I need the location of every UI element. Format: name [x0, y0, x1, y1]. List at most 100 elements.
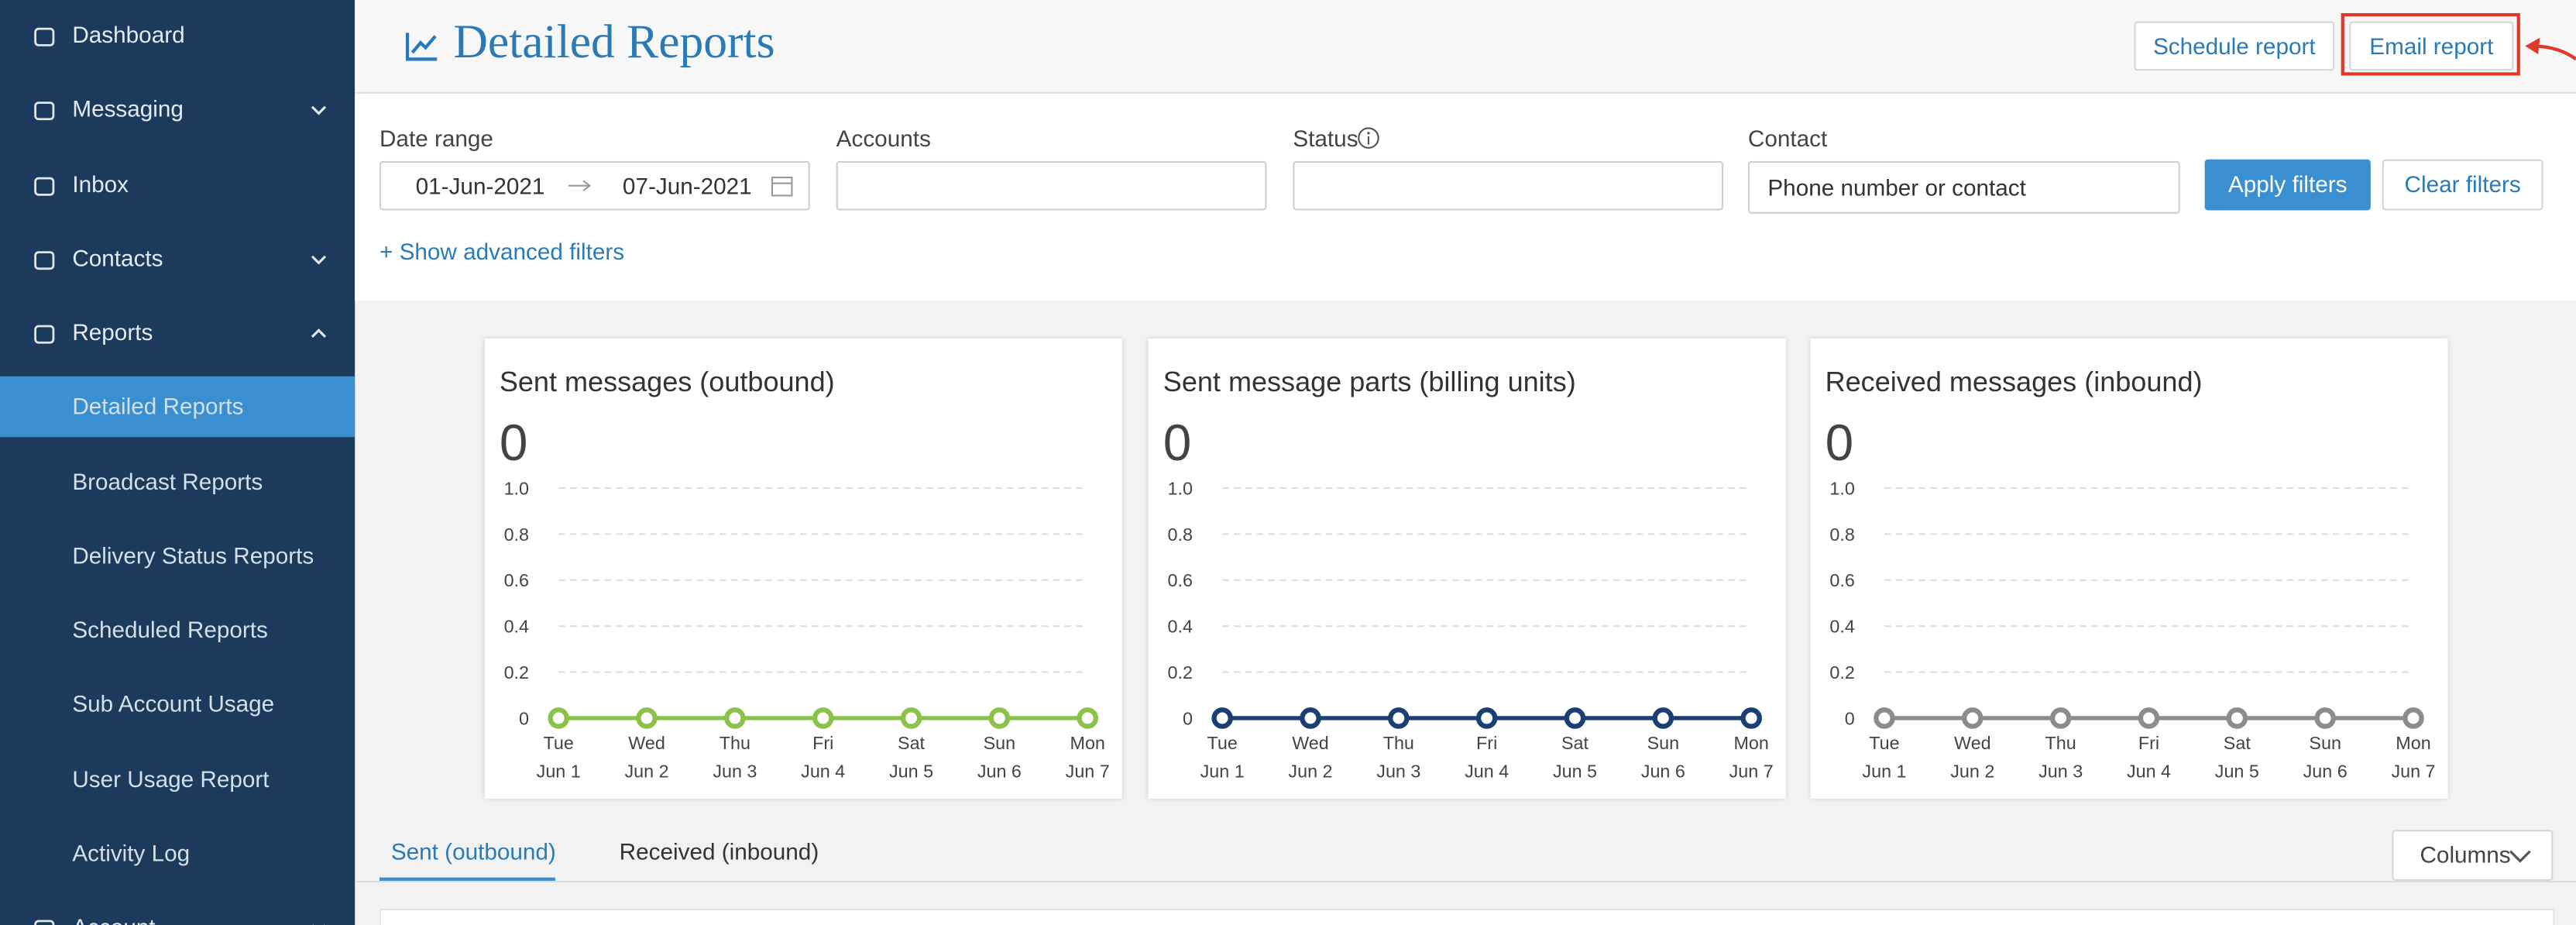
nav-icon: [34, 919, 55, 925]
x-tick-label: Thu: [720, 733, 750, 753]
data-point: [1388, 707, 1410, 729]
tab[interactable]: Sent (outbound): [390, 837, 556, 865]
x-tick-label: Jun 1: [537, 761, 581, 781]
y-tick-label: 0.6: [504, 570, 529, 590]
nav-item[interactable]: User Usage Report: [0, 748, 355, 809]
nav-item[interactable]: Account: [0, 896, 355, 925]
x-tick-label: Jun 6: [2303, 761, 2348, 781]
columns-button[interactable]: Columns: [2392, 830, 2554, 881]
apply-filters-button[interactable]: Apply filters: [2204, 159, 2371, 211]
annotation-arrow: [2525, 37, 2576, 61]
table-card: [379, 909, 2555, 925]
nav-label: Scheduled Reports: [72, 615, 268, 642]
y-tick-label: 0.2: [1829, 662, 1854, 683]
y-tick-label: 0.8: [504, 524, 529, 545]
nav-item[interactable]: Scheduled Reports: [0, 599, 355, 659]
chart-title: Received messages (inbound): [1826, 366, 2203, 397]
nav-label: Detailed Reports: [72, 391, 244, 418]
data-point: [2138, 707, 2160, 729]
data-point: [2314, 707, 2336, 729]
page-title: Detailed Reports: [453, 16, 775, 70]
y-tick-label: 0.4: [504, 617, 529, 637]
date-start: 01-Jun-2021: [415, 172, 545, 199]
contact-input[interactable]: Phone number or contact: [1747, 160, 2180, 214]
data-point: [2049, 707, 2072, 729]
nav-item[interactable]: Activity Log: [0, 823, 355, 883]
x-tick-label: Jun 7: [2391, 761, 2435, 781]
nav-item[interactable]: Delivery Status Reports: [0, 525, 355, 586]
clear-filters-button[interactable]: Clear filters: [2382, 159, 2543, 211]
x-tick-label: Sat: [1561, 733, 1589, 753]
schedule-report-button[interactable]: Schedule report: [2134, 21, 2335, 71]
nav-icon: [34, 250, 55, 270]
nav-item[interactable]: Dashboard: [0, 4, 355, 64]
nav-item[interactable]: Reports: [0, 301, 355, 362]
button-label: Columns: [2420, 841, 2511, 868]
nav-item[interactable]: Broadcast Reports: [0, 451, 355, 511]
data-point: [900, 707, 922, 729]
x-tick-label: Sun: [1647, 733, 1680, 753]
nav-label: Delivery Status Reports: [72, 541, 314, 568]
data-point: [1475, 707, 1498, 729]
data-point: [1077, 707, 1099, 729]
x-tick-label: Wed: [1954, 733, 1991, 753]
nav-item[interactable]: Messaging: [0, 78, 355, 139]
nav-label: User Usage Report: [72, 765, 270, 792]
data-point: [636, 707, 658, 729]
data-point: [2403, 707, 2424, 729]
nav-item[interactable]: Contacts: [0, 228, 355, 288]
sidebar: Dashboard Messaging Inbox Contacts Reports De…: [0, 0, 355, 925]
tab-underline: [379, 877, 555, 881]
x-tick-label: Tue: [544, 733, 574, 753]
nav-label: Activity Log: [72, 838, 191, 865]
filter-label: Status: [1293, 125, 1358, 152]
chart-title: Sent messages (outbound): [500, 366, 835, 397]
nav-item[interactable]: Sub Account Usage: [0, 673, 355, 734]
x-tick-label: Jun 4: [2127, 761, 2171, 781]
chevron-icon: [311, 328, 327, 337]
y-tick-label: 0.8: [1829, 524, 1854, 545]
y-tick-label: 0: [519, 708, 529, 728]
chevron: [311, 328, 327, 337]
tab[interactable]: Received (inbound): [619, 837, 819, 865]
data-point: [812, 707, 834, 729]
chart: Sent message parts (billing units) 0 0 0.2 0…: [1163, 366, 1774, 781]
tab-divider: [355, 880, 2576, 883]
x-tick-label: Fri: [1476, 733, 1497, 753]
nav-label: Contacts: [72, 243, 163, 270]
accounts-input[interactable]: [836, 160, 1267, 211]
nav-icon: [34, 101, 55, 120]
nav-icon: [34, 176, 55, 195]
data-point: [1300, 707, 1321, 729]
x-tick-label: Jun 4: [801, 761, 845, 781]
chart-total: 0: [1826, 414, 1854, 471]
y-tick-label: 0.2: [1168, 662, 1193, 683]
chart-card: Sent messages (outbound) 0 0 0.2 0.4 0.6 0.8 1.…: [484, 338, 1122, 799]
icon-shape: [34, 250, 55, 270]
x-tick-label: Jun 7: [1729, 761, 1774, 781]
x-tick-label: Fri: [2138, 733, 2159, 753]
nav-item[interactable]: Inbox: [0, 153, 355, 214]
email-report-button[interactable]: Email report: [2349, 21, 2514, 71]
y-tick-label: 0.4: [1829, 617, 1854, 637]
chevron: [311, 254, 327, 264]
nav-item[interactable]: Detailed Reports: [0, 375, 355, 437]
status-input[interactable]: [1293, 160, 1724, 211]
advanced-filters-link[interactable]: + Show advanced filters: [379, 238, 625, 265]
x-tick-label: Mon: [2396, 733, 2430, 753]
y-tick-label: 0.8: [1168, 524, 1193, 545]
date-range-input[interactable]: [379, 160, 810, 211]
x-tick-label: Thu: [1383, 733, 1414, 753]
x-tick-label: Fri: [812, 733, 833, 753]
y-tick-label: 0.2: [504, 662, 529, 683]
info-icon[interactable]: [1357, 126, 1380, 150]
y-tick-label: 0: [1183, 708, 1193, 728]
x-tick-label: Jun 6: [1641, 761, 1685, 781]
filter-label: Contact: [1747, 125, 1828, 152]
chevron-icon: [311, 105, 327, 115]
chevron: [311, 105, 327, 115]
nav-label: Sub Account Usage: [72, 689, 275, 716]
chart: Received messages (inbound) 0 0 0.2 0.4 0.6 0.…: [1826, 366, 2436, 781]
data-point: [724, 707, 746, 729]
